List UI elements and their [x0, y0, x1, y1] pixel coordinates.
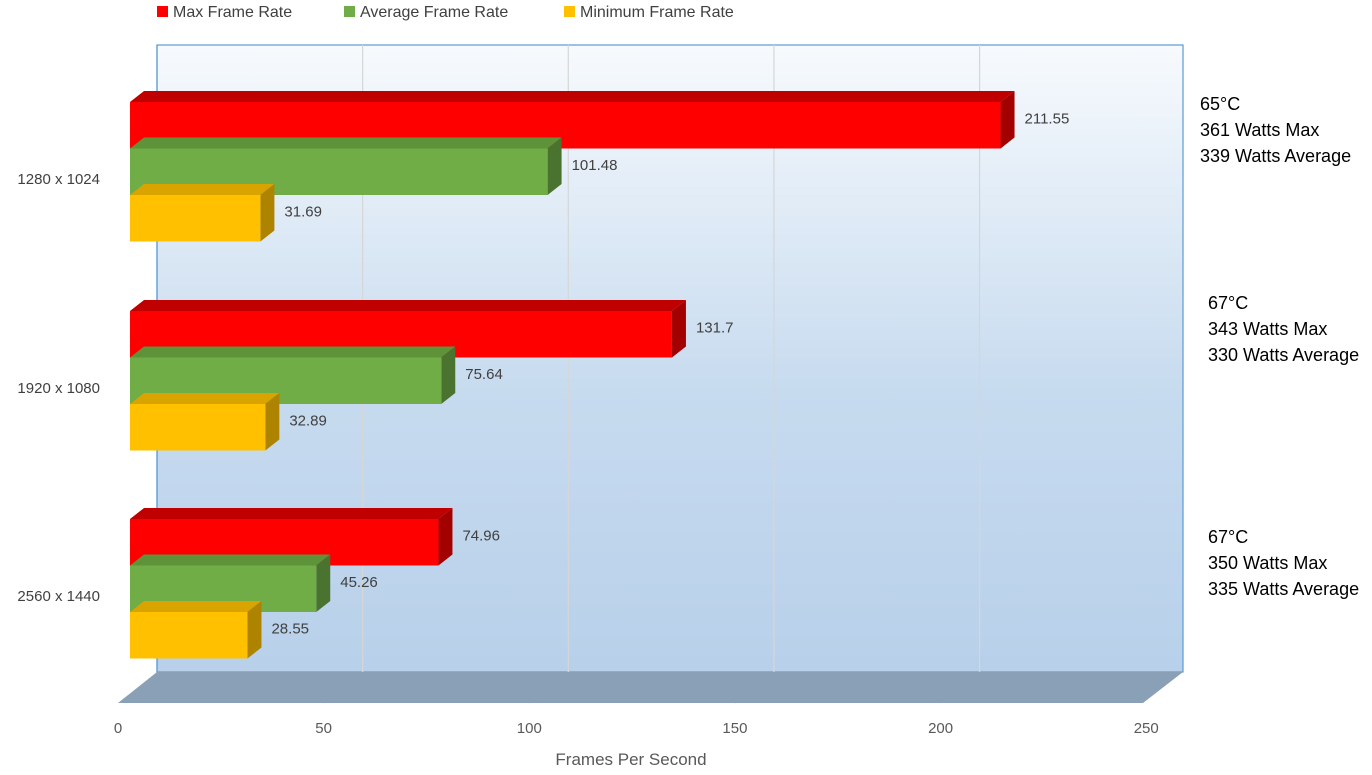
legend-swatch	[344, 6, 355, 17]
bars: 211.55 101.48 31.69 131.7 75.64 32.89 74.96 45.…	[130, 91, 1069, 659]
data-label: 211.55	[1025, 110, 1070, 127]
chart-floor	[118, 672, 1183, 703]
y-category-label: 1920 x 1080	[17, 380, 100, 397]
y-category-label: 2560 x 1440	[17, 588, 100, 605]
x-tick-label: 100	[517, 720, 542, 737]
y-category-label: 1280 x 1024	[17, 171, 100, 188]
data-label: 101.48	[572, 157, 618, 174]
legend-label: Max Frame Rate	[173, 4, 292, 21]
legend-item: Minimum Frame Rate	[564, 4, 734, 21]
annotation-line: 343 Watts Max	[1208, 319, 1327, 339]
annotations: 65°C 361 Watts Max 339 Watts Average 67°C 34…	[1200, 94, 1359, 599]
legend-swatch	[564, 6, 575, 17]
annotation-line: 67°C	[1208, 527, 1248, 547]
x-axis-title: Frames Per Second	[555, 750, 706, 769]
data-label: 131.7	[696, 319, 734, 336]
x-tick-label: 50	[315, 720, 332, 737]
y-axis-categories: 1280 x 1024 1920 x 1080 2560 x 1440	[17, 171, 100, 605]
bar	[130, 393, 280, 451]
x-tick-label: 200	[928, 720, 953, 737]
bar	[130, 184, 275, 242]
x-tick-label: 0	[114, 720, 122, 737]
bar	[130, 300, 686, 358]
annotation-block: 67°C 343 Watts Max 330 Watts Average	[1208, 293, 1359, 365]
data-label: 74.96	[462, 527, 500, 544]
annotation-line: 65°C	[1200, 94, 1240, 114]
annotation-line: 330 Watts Average	[1208, 345, 1359, 365]
data-label: 28.55	[271, 620, 309, 637]
bar	[130, 601, 262, 659]
x-tick-label: 250	[1134, 720, 1159, 737]
x-axis-ticks: 0 50 100 150 200 250	[114, 720, 1159, 737]
legend-label: Average Frame Rate	[360, 4, 508, 21]
legend-item: Average Frame Rate	[344, 4, 508, 21]
bar	[130, 137, 562, 195]
data-label: 32.89	[289, 412, 327, 429]
data-label: 31.69	[284, 203, 322, 220]
legend: Max Frame Rate Average Frame Rate Minimum …	[157, 4, 734, 21]
data-label: 45.26	[340, 574, 378, 591]
annotation-line: 339 Watts Average	[1200, 146, 1351, 166]
legend-label: Minimum Frame Rate	[580, 4, 734, 21]
annotation-line: 361 Watts Max	[1200, 120, 1319, 140]
annotation-line: 350 Watts Max	[1208, 553, 1327, 573]
x-tick-label: 150	[722, 720, 747, 737]
annotation-block: 67°C 350 Watts Max 335 Watts Average	[1208, 527, 1359, 599]
data-label: 75.64	[465, 366, 503, 383]
legend-swatch	[157, 6, 168, 17]
annotation-line: 67°C	[1208, 293, 1248, 313]
annotation-line: 335 Watts Average	[1208, 579, 1359, 599]
legend-item: Max Frame Rate	[157, 4, 292, 21]
annotation-block: 65°C 361 Watts Max 339 Watts Average	[1200, 94, 1351, 166]
